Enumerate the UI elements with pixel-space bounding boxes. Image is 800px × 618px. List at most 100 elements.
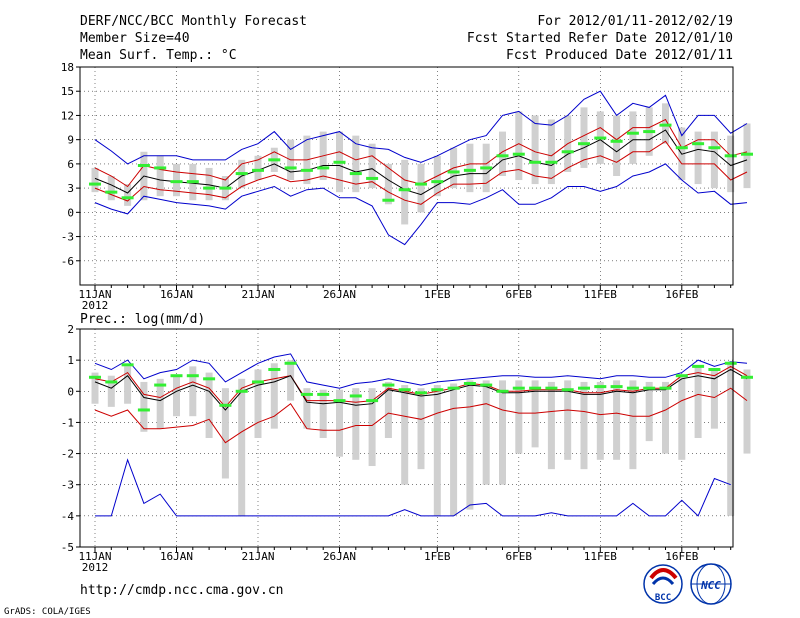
prec-range-bar <box>124 366 132 404</box>
temp-x-tick-label: 16JAN <box>160 288 193 301</box>
temp-y-tick-label: 9 <box>67 134 74 147</box>
temp-range-bar <box>384 163 392 205</box>
temp-observed-mark <box>610 139 623 143</box>
prec-range-bar <box>384 381 392 438</box>
temp-observed-mark <box>447 170 460 174</box>
prec-observed-mark <box>447 386 460 390</box>
prec-range-bar <box>515 380 523 454</box>
prec-observed-mark <box>333 399 346 403</box>
temp-observed-mark <box>89 182 101 186</box>
ncc-logo-text: NCC <box>700 579 721 592</box>
temp-range-bar <box>547 119 555 185</box>
prec-range-bar <box>417 388 425 470</box>
prec-range-bar <box>221 388 229 479</box>
prec-observed-mark <box>284 361 297 365</box>
temp-observed-mark <box>578 142 590 146</box>
temp-observed-mark <box>219 186 232 190</box>
prec-range-bar <box>319 389 327 438</box>
prec-observed-mark <box>415 391 427 395</box>
prec-range-bar <box>531 380 539 448</box>
prec-observed-mark <box>235 389 248 393</box>
prec-range-bar <box>433 385 441 516</box>
footer-credit: GrADS: COLA/IGES <box>4 607 91 617</box>
prec-x-tick-label: 26JAN <box>323 550 356 563</box>
prec-observed-mark <box>741 375 753 379</box>
prec-y-tick-label: -5 <box>61 541 74 554</box>
prec-observed-mark <box>512 386 525 390</box>
prec-observed-mark <box>561 388 574 392</box>
prec-range-bar <box>596 381 604 460</box>
header-variable-temp: Mean Surf. Temp.: °C <box>80 48 237 63</box>
header-title: DERF/NCC/BCC Monthly Forecast <box>80 14 307 29</box>
temp-observed-mark <box>137 164 150 168</box>
prec-observed-mark <box>382 383 395 387</box>
temp-y-tick-label: 0 <box>67 206 74 219</box>
temp-observed-mark <box>398 188 411 192</box>
prec-y-tick-label: -3 <box>61 479 74 492</box>
temp-range-bar <box>124 184 132 206</box>
temp-range-bar <box>91 167 99 193</box>
prec-panel-title: Prec.: log(mm/d) <box>80 312 205 327</box>
temp-observed-mark <box>154 166 167 170</box>
prec-range-bar <box>254 369 262 438</box>
temp-observed-mark <box>692 142 705 146</box>
temp-mean-line <box>94 129 748 196</box>
prec-observed-mark <box>317 392 330 396</box>
prec-observed-mark <box>594 385 607 389</box>
prec-observed-mark <box>708 367 721 371</box>
temp-observed-mark <box>545 160 558 164</box>
prec-observed-mark <box>529 386 542 390</box>
bcc-logo: BCC <box>643 564 683 604</box>
temp-observed-mark <box>643 130 656 134</box>
precipitation-panel: -5 -4 -3 -2 -1 0 1 2 11JAN 16JAN 21JAN 26JAN 1FEB 6FE… <box>61 323 753 574</box>
prec-range-bar <box>629 380 637 470</box>
temp-x-tick-label: 26JAN <box>323 288 356 301</box>
prec-range-bar <box>466 380 474 510</box>
temp-observed-mark <box>268 158 281 162</box>
temp-range-bar <box>401 159 409 225</box>
temp-lower-line <box>94 140 748 205</box>
temp-observed-mark <box>496 154 509 158</box>
temp-observed-mark <box>349 172 362 176</box>
temp-y-tick-label: 18 <box>61 61 74 74</box>
temp-y-tick-label: 3 <box>67 182 74 195</box>
prec-range-bar <box>547 381 555 470</box>
prec-range-bar <box>287 360 295 401</box>
prec-range-bar <box>645 381 653 442</box>
prec-observed-mark <box>349 394 362 398</box>
footer-url: http://cmdp.ncc.cma.gov.cn <box>80 583 284 598</box>
temp-observed-mark <box>284 166 297 170</box>
header-member-size: Member Size=40 <box>80 31 190 46</box>
temp-y-tick-label: -6 <box>61 255 74 268</box>
temp-observed-mark <box>741 152 753 156</box>
prec-observed-mark <box>480 383 493 387</box>
prec-range-bar <box>613 380 621 460</box>
temp-observed-mark <box>561 150 574 154</box>
temp-y-tick-label: -3 <box>61 231 74 244</box>
prec-observed-mark <box>463 382 476 385</box>
prec-observed-mark <box>398 388 411 392</box>
prec-observed-mark <box>610 385 623 389</box>
temp-range-bar <box>499 131 506 176</box>
prec-range-bar <box>694 366 702 438</box>
prec-y-tick-label: 1 <box>67 354 74 367</box>
prec-y-tick-label: 0 <box>67 385 74 398</box>
temp-y-tick-label: 6 <box>67 158 74 171</box>
temp-range-bar <box>662 103 669 144</box>
temp-x-tick-label: 11FEB <box>584 288 617 301</box>
temp-observed-mark <box>105 190 118 194</box>
prec-year-label: 2012 <box>82 561 109 574</box>
temp-x-tick-label: 16FEB <box>665 288 698 301</box>
temp-range-bar <box>254 155 262 181</box>
prec-range-bar <box>91 372 99 404</box>
temp-range-bar <box>205 167 213 201</box>
temp-observed-mark <box>170 180 183 184</box>
temp-observed-mark <box>594 136 607 140</box>
prec-observed-mark <box>692 364 705 368</box>
temp-year-label: 2012 <box>82 299 109 312</box>
temp-range-bar <box>466 143 474 193</box>
prec-x-tick-label: 21JAN <box>241 550 274 563</box>
temp-y-tick-label: 15 <box>61 85 74 98</box>
temp-observed-mark <box>186 180 199 184</box>
prec-range-bar <box>727 363 735 516</box>
